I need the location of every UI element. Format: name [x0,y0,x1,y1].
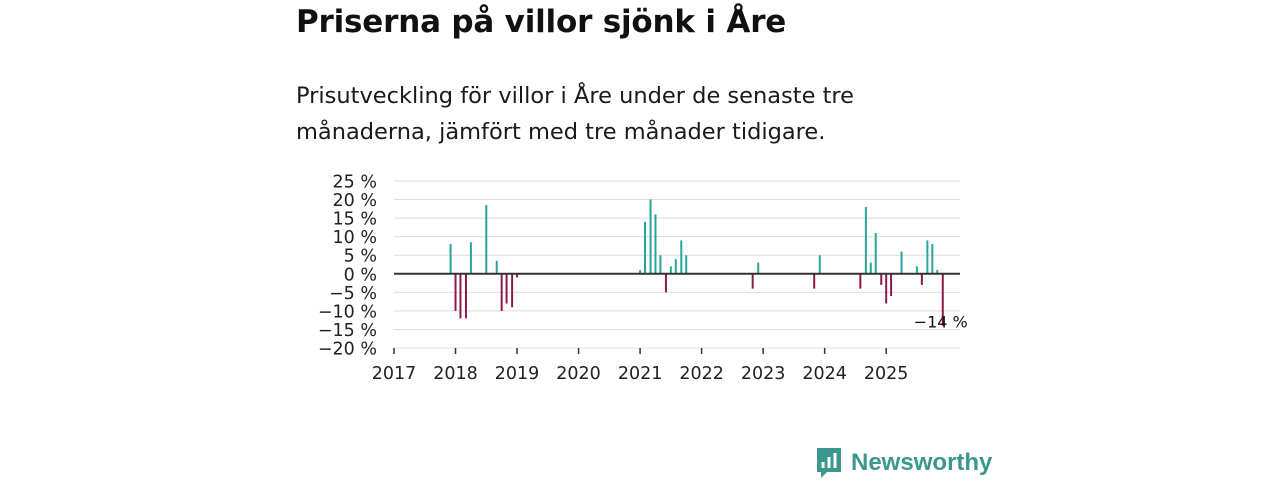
bar [890,273,893,297]
y-tick-label: −15 % [318,321,377,341]
bar [454,273,457,311]
y-tick-label: 25 % [333,173,377,193]
bar [505,273,508,304]
bar [500,273,503,311]
y-tick-label: 20 % [333,191,377,211]
x-tick-label: 2021 [618,364,663,384]
x-tick-label: 2025 [864,364,909,384]
x-tick-label: 2020 [556,364,601,384]
bar [644,221,647,274]
bar [874,232,877,274]
x-tick-label: 2024 [802,364,847,384]
y-tick-label: −5 % [329,284,377,304]
y-tick-label: −20 % [318,340,377,360]
newsworthy-logo-icon [817,448,841,478]
bar [674,258,677,274]
bar [659,255,662,274]
bar [941,273,944,326]
bar [869,262,872,274]
bar [639,270,642,274]
bar [813,273,816,289]
bar [880,273,883,285]
bar [900,251,903,274]
bar [885,273,888,304]
x-tick-label: 2019 [495,364,540,384]
bar [511,273,514,308]
bar [757,262,760,274]
bar [516,273,519,278]
x-tick-label: 2018 [433,364,478,384]
data-label: −14 % [914,313,968,332]
bar [685,255,688,274]
bar [469,242,472,274]
bar [669,266,672,274]
y-tick-label: 10 % [333,228,377,248]
bar [818,255,821,274]
bar [495,260,498,274]
bar [936,270,939,274]
bar [751,273,754,289]
bar [459,273,462,319]
brand-name: Newsworthy [851,449,993,476]
y-tick-label: −10 % [318,302,377,322]
y-tick-label: 0 % [344,265,377,285]
bar [926,240,929,274]
bar [915,266,918,274]
chart-title: Priserna på villor sjönk i Åre [296,4,787,40]
y-tick-label: 15 % [333,210,377,230]
y-tick-label: 5 % [344,247,377,267]
bar [449,244,452,274]
chart-subtitle: Prisutveckling för villor i Åre under de… [296,83,855,145]
bar [664,273,667,293]
bar [920,273,923,285]
x-tick-label: 2017 [372,364,417,384]
bar [464,273,467,319]
bar [654,214,657,274]
bar [680,240,683,274]
bar [859,273,862,289]
bar [931,244,934,274]
x-tick-label: 2022 [679,364,724,384]
bar [864,206,867,274]
bar [649,199,652,274]
bar [485,205,488,274]
x-tick-label: 2023 [741,364,786,384]
brand-logo: Newsworthy [815,445,992,481]
